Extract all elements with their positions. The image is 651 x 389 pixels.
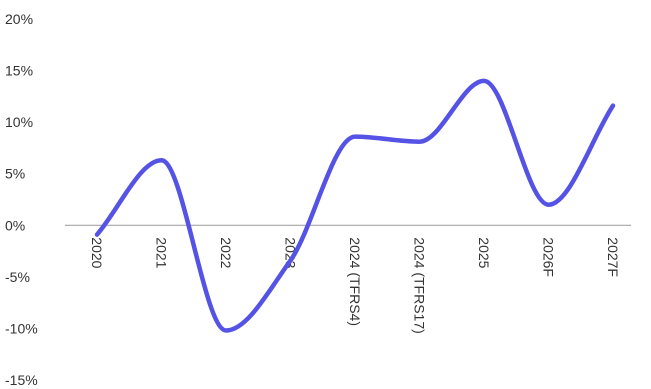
x-tick-label: 2024 (TFRS4)	[347, 237, 363, 326]
y-axis: 20% 15% 10% 5% 0% -5% -10% -15%	[5, 11, 38, 388]
x-axis: 2020 2021 2022 2023 2024 (TFRS4) 2024 (TFRS17…	[89, 237, 621, 333]
x-tick-label: 2027F	[605, 237, 621, 277]
y-tick-label: -10%	[5, 320, 38, 336]
x-tick-label: 2021	[154, 237, 170, 268]
y-tick-label: -15%	[5, 372, 38, 388]
x-tick-label: 2025	[476, 237, 492, 268]
x-tick-label: 2020	[89, 237, 105, 268]
x-tick-label: 2026F	[541, 237, 557, 277]
x-tick-label: 2022	[218, 237, 234, 268]
y-tick-label: 15%	[5, 63, 33, 79]
y-tick-label: 10%	[5, 114, 33, 130]
y-tick-label: 0%	[5, 217, 25, 233]
y-tick-label: -5%	[5, 269, 30, 285]
y-tick-label: 20%	[5, 11, 33, 27]
x-tick-label: 2023	[283, 237, 299, 268]
series-line	[94, 78, 616, 333]
y-tick-label: 5%	[5, 166, 25, 182]
x-tick-label: 2024 (TFRS17)	[412, 237, 428, 333]
